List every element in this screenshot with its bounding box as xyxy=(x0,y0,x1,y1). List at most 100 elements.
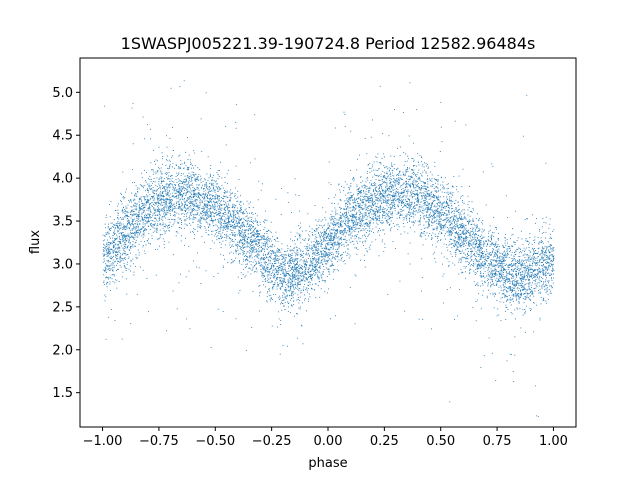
data-point xyxy=(191,211,193,213)
data-point xyxy=(394,210,396,212)
data-point xyxy=(478,254,480,256)
data-point xyxy=(307,213,309,215)
data-point xyxy=(551,264,553,266)
data-point xyxy=(527,272,529,274)
data-point xyxy=(414,194,416,196)
data-point xyxy=(163,216,165,218)
data-point xyxy=(171,204,173,206)
data-point xyxy=(329,217,331,219)
data-point xyxy=(387,294,389,295)
data-point xyxy=(210,176,211,177)
data-point xyxy=(495,242,497,244)
data-point xyxy=(204,207,205,209)
data-point xyxy=(219,211,221,213)
data-point xyxy=(470,244,472,246)
data-point xyxy=(368,224,370,226)
data-point xyxy=(344,228,346,230)
data-point xyxy=(218,208,220,210)
data-point xyxy=(220,243,222,245)
data-point xyxy=(462,241,464,243)
data-point xyxy=(148,204,150,206)
data-point xyxy=(163,240,165,242)
data-point xyxy=(458,242,460,244)
data-point xyxy=(218,206,220,208)
data-point xyxy=(219,238,221,240)
data-point xyxy=(160,178,162,180)
data-point xyxy=(264,286,266,288)
data-point xyxy=(411,197,413,199)
data-point xyxy=(183,167,185,169)
data-point xyxy=(270,258,272,259)
data-point xyxy=(205,205,207,207)
data-point xyxy=(190,208,192,210)
data-point xyxy=(293,287,295,289)
data-point xyxy=(323,253,324,255)
data-point xyxy=(204,193,206,195)
data-point xyxy=(418,224,420,226)
data-point xyxy=(432,216,434,217)
data-point xyxy=(321,277,323,279)
data-point xyxy=(166,203,167,205)
data-point xyxy=(300,289,302,291)
data-point xyxy=(457,234,459,236)
data-point xyxy=(122,235,123,237)
data-point xyxy=(148,216,149,218)
data-point xyxy=(514,286,516,287)
data-point xyxy=(289,281,291,283)
data-point xyxy=(504,283,506,285)
data-point xyxy=(429,233,431,235)
data-point xyxy=(244,226,246,227)
data-point xyxy=(183,167,185,169)
data-point xyxy=(205,92,207,94)
data-point xyxy=(524,309,526,310)
data-point xyxy=(317,277,319,279)
data-point xyxy=(426,179,428,181)
data-point xyxy=(125,239,127,241)
data-point xyxy=(460,224,462,226)
data-point xyxy=(502,269,504,271)
data-point xyxy=(105,214,107,216)
data-point xyxy=(286,273,288,275)
data-point xyxy=(133,204,135,206)
data-point xyxy=(155,190,157,192)
data-point xyxy=(347,225,349,227)
data-point xyxy=(537,272,539,274)
data-point xyxy=(227,216,229,218)
data-point xyxy=(186,169,188,171)
data-point xyxy=(268,241,270,243)
data-point xyxy=(536,257,538,259)
data-point xyxy=(141,205,143,207)
data-point xyxy=(137,218,139,220)
data-point xyxy=(413,165,414,167)
data-point xyxy=(465,237,467,239)
data-point xyxy=(193,171,195,173)
data-point xyxy=(270,253,272,254)
data-point xyxy=(530,284,532,286)
data-point xyxy=(498,248,500,250)
data-point xyxy=(227,203,229,205)
data-point xyxy=(164,200,166,202)
data-point xyxy=(191,198,193,200)
data-point xyxy=(197,226,199,228)
data-point xyxy=(175,235,177,237)
data-point xyxy=(292,249,294,251)
data-point xyxy=(251,248,253,250)
data-point xyxy=(391,172,393,174)
data-point xyxy=(365,223,367,225)
data-point xyxy=(375,205,377,207)
data-point xyxy=(248,228,250,230)
data-point xyxy=(411,191,413,193)
data-point xyxy=(399,195,401,197)
data-point xyxy=(147,225,149,227)
data-point xyxy=(548,289,550,291)
data-point xyxy=(290,312,292,314)
data-point xyxy=(352,240,354,242)
data-point xyxy=(193,228,195,230)
data-point xyxy=(216,239,218,241)
data-point xyxy=(433,221,435,223)
data-point xyxy=(447,188,449,189)
data-point xyxy=(461,186,463,188)
data-point xyxy=(237,245,239,247)
data-point xyxy=(500,297,502,299)
data-point xyxy=(316,261,318,263)
